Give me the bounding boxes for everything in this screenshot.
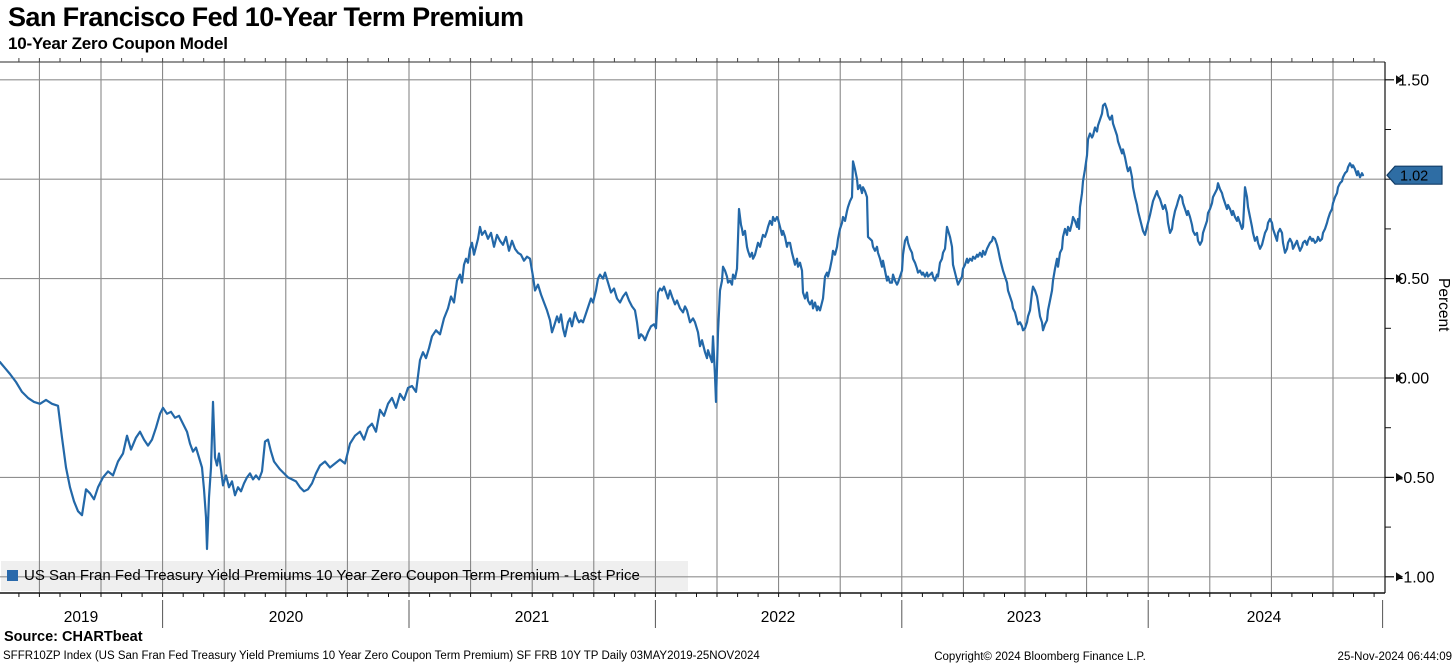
x-year-label: 2020 xyxy=(269,609,304,626)
x-year-label: 2024 xyxy=(1247,609,1282,626)
page-title: San Francisco Fed 10-Year Term Premium xyxy=(8,2,524,32)
y-tick-arrow-icon xyxy=(1396,75,1403,85)
price-line xyxy=(0,102,1365,551)
y-tick-label: -1.00 xyxy=(1398,569,1435,586)
legend-band xyxy=(1,561,688,591)
x-year-label: 2019 xyxy=(64,609,98,626)
ticker-footnote: SFFR10ZP Index (US San Fran Fed Treasury… xyxy=(3,650,760,662)
y-tick-arrow-icon xyxy=(1396,274,1403,284)
y-tick-arrow-icon xyxy=(1396,472,1403,482)
source-note: Source: CHARTbeat xyxy=(4,629,143,645)
y-tick-label: 1.50 xyxy=(1398,72,1429,89)
x-year-label: 2022 xyxy=(761,609,795,626)
y-tick-label: 0.00 xyxy=(1398,371,1429,388)
copyright-note: Copyright© 2024 Bloomberg Finance L.P. xyxy=(934,651,1146,663)
legend-label: US San Fran Fed Treasury Yield Premiums … xyxy=(24,566,640,584)
timestamp: 25-Nov-2024 06:44:09 xyxy=(1337,651,1452,663)
legend-marker-icon xyxy=(7,569,18,581)
last-price-badge xyxy=(1386,165,1443,185)
legend: US San Fran Fed Treasury Yield Premiums … xyxy=(7,566,640,584)
x-year-label: 2023 xyxy=(1007,609,1041,626)
chart-subtitle: 10-Year Zero Coupon Model xyxy=(8,34,228,53)
y-axis-title: Percent xyxy=(1435,278,1452,332)
x-year-label: 2021 xyxy=(515,609,549,626)
y-tick-label: 0.50 xyxy=(1398,271,1429,288)
last-price-label: 1.02 xyxy=(1400,169,1428,185)
y-tick-arrow-icon xyxy=(1396,373,1403,383)
y-tick-arrow-icon xyxy=(1396,572,1403,582)
y-tick-label: -0.50 xyxy=(1398,470,1435,487)
